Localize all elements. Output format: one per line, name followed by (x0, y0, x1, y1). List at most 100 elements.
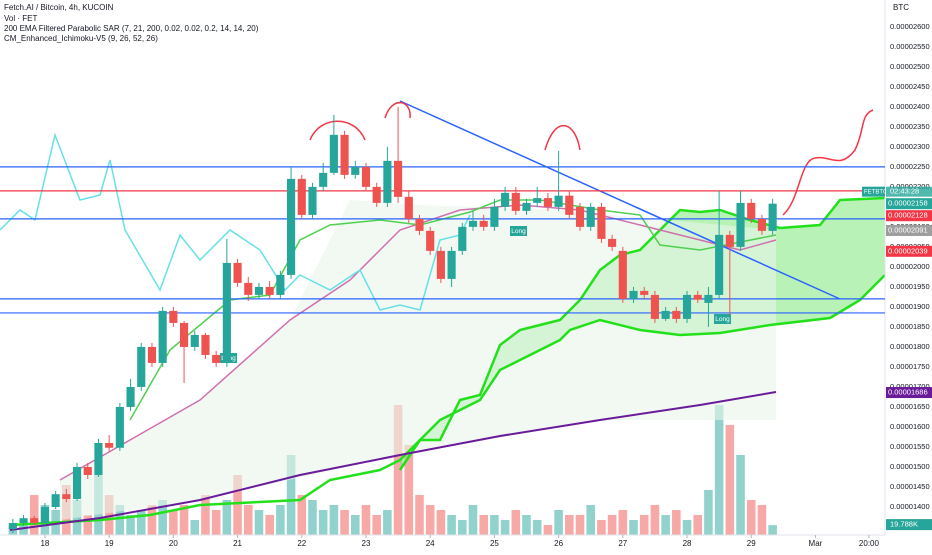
candle-body (747, 202, 756, 219)
y-tick-label: 0.00002600 (890, 22, 930, 31)
volume-bar (650, 505, 660, 535)
volume-bar (383, 510, 392, 535)
y-tick-label: 0.00001700 (890, 382, 930, 391)
y-tick-label: 0.00001750 (890, 362, 930, 371)
volume-bar (746, 500, 756, 535)
volume-bar (19, 525, 28, 535)
candle-body (672, 310, 681, 319)
volume-bar (372, 515, 381, 535)
candle-body (51, 494, 60, 507)
long-signal: Long (714, 314, 731, 324)
y-tick-label: 0.00002450 (890, 82, 930, 91)
y-tick-label: 0.00002300 (890, 142, 930, 151)
countdown-tag (886, 186, 932, 197)
volume-bar (468, 505, 478, 535)
volume-bar (308, 500, 317, 535)
candle-body (287, 178, 296, 275)
x-tick-label: 20 (169, 539, 178, 548)
volume-bar (393, 405, 403, 535)
candle-body (693, 294, 702, 300)
y-tick-label: 0.00001400 (890, 502, 930, 511)
price-tag (886, 198, 932, 210)
y-tick-label: 0.00002200 (890, 182, 930, 191)
volume-bar (115, 505, 125, 535)
candle-body (597, 206, 606, 239)
volume-bar (714, 405, 724, 535)
candle-body (19, 518, 28, 523)
volume-bar (768, 525, 777, 535)
volume-bar (29, 495, 39, 535)
volume-bar (736, 455, 745, 535)
price-tag-label: 0.00002158 (888, 199, 928, 208)
candle-body (543, 198, 552, 207)
volume-bar (479, 515, 488, 535)
candle-body (426, 230, 435, 251)
x-tick-label: 29 (747, 539, 756, 548)
cloud-lower (9, 274, 886, 527)
price-tag-label: 0.00001686 (888, 388, 928, 397)
y-tick-label: 0.00001450 (890, 482, 930, 491)
candle-body (212, 354, 221, 363)
y-tick-label: 0.00001650 (890, 402, 930, 411)
volume-bar (340, 510, 349, 535)
pink-line (59, 204, 777, 481)
candle-body (254, 286, 264, 295)
volume-bar (565, 515, 574, 535)
volume-bar (725, 425, 735, 535)
price-tag (886, 387, 932, 399)
y-tick-label: 0.00001900 (890, 302, 930, 311)
volume-bar (672, 510, 681, 535)
candle-body (30, 518, 39, 523)
volume-bar (211, 510, 221, 535)
candle-body (736, 202, 745, 247)
volume-bar (83, 515, 93, 535)
volume-bar (490, 515, 499, 535)
candle-body (72, 466, 82, 499)
candle-body (490, 206, 499, 227)
x-tick-label: 22 (297, 539, 306, 548)
volume-bar (597, 520, 606, 535)
candle-body (404, 196, 413, 219)
candle-body (468, 220, 478, 227)
x-tick-label: 19 (105, 539, 114, 548)
candle-body (479, 220, 488, 227)
candle-body (522, 202, 531, 211)
candle-body (8, 522, 17, 529)
volume-tag-label: 19.788K (890, 520, 918, 529)
candle-body (608, 238, 617, 247)
volume-bar (361, 505, 371, 535)
candle-body (276, 274, 285, 295)
y-tick-label: 0.00002400 (890, 102, 930, 111)
volume-bar (618, 510, 628, 535)
price-tag-label: 0.00002128 (888, 211, 928, 220)
volume-bar (222, 500, 232, 535)
signal-label: Long (511, 228, 526, 235)
candle-body (757, 218, 767, 231)
drawing (782, 109, 874, 216)
candle-body (308, 186, 317, 215)
volume-bar (415, 495, 424, 535)
volume-bar (522, 515, 531, 535)
volume-bar (458, 520, 467, 535)
y-tick-label: 0.00002500 (890, 62, 930, 71)
indicator-label: CM_Enhanced_Ichimoku-V5 (9, 26, 52, 26) (4, 34, 158, 43)
y-tick-label: 0.00001600 (890, 422, 930, 431)
volume-bar (104, 495, 114, 535)
candle-body (661, 310, 670, 319)
volume-bar (254, 510, 264, 535)
candle-body (575, 206, 585, 227)
candle-body (565, 195, 574, 215)
price-tag-label: 0.00002091 (888, 225, 928, 234)
drawing (384, 101, 411, 119)
volume-bar (639, 515, 649, 535)
candle-body (372, 186, 381, 203)
volume-bar (243, 505, 253, 535)
candle-body (190, 334, 199, 347)
volume-bar (233, 475, 242, 535)
volume-bar (318, 510, 328, 535)
candle-body (629, 290, 638, 299)
x-tick-label: 25 (490, 539, 499, 548)
volume-bar (276, 505, 285, 535)
candle-body (265, 286, 274, 295)
